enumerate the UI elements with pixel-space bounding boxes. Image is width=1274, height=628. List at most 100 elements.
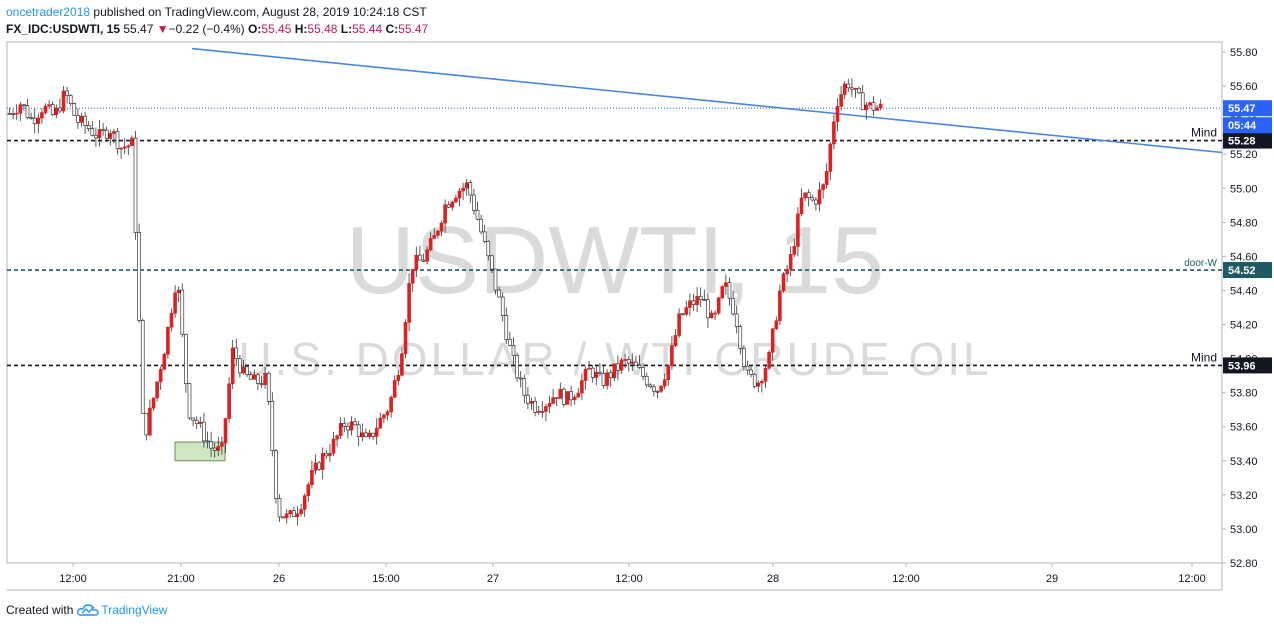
trendline[interactable]: [191, 47, 1223, 154]
candle-down: [857, 87, 861, 94]
close-label: C:: [385, 22, 399, 36]
candle-up: [400, 353, 404, 376]
candle-down: [65, 90, 69, 96]
candle-up: [832, 121, 836, 145]
candle-up: [454, 197, 458, 203]
candle-down: [205, 440, 210, 443]
candle-down: [526, 394, 530, 404]
y-tick-label: 53.00: [1230, 524, 1258, 536]
candle-down: [540, 410, 545, 413]
candle-up: [151, 397, 156, 409]
candle-up: [785, 268, 789, 275]
candle-down: [745, 365, 750, 371]
candle-down: [101, 129, 105, 131]
candle-down: [212, 447, 217, 451]
candle-up: [198, 421, 203, 424]
candle-down: [472, 194, 476, 211]
candle-up: [864, 104, 869, 111]
author-link[interactable]: oncetrader2018: [6, 5, 91, 19]
change-value: −0.22 (−0.4%): [168, 22, 245, 36]
candle-up: [176, 289, 181, 294]
candle-up: [583, 368, 588, 381]
candle-down: [533, 401, 537, 413]
candle-up: [662, 379, 667, 387]
candle-up: [464, 182, 469, 189]
candle-down: [292, 510, 296, 517]
candle-up: [803, 192, 807, 199]
candle-down: [446, 204, 451, 208]
x-tick-label: 27: [487, 573, 499, 585]
demand-zone-box[interactable]: [174, 441, 226, 462]
y-tick-label: 53.20: [1230, 490, 1258, 502]
candle-up: [587, 367, 591, 370]
candle-down: [518, 377, 523, 380]
candle-down: [598, 371, 602, 374]
candle-down: [680, 313, 685, 316]
candle-up: [713, 312, 717, 315]
candle-down: [601, 373, 606, 386]
candle-up: [461, 187, 465, 192]
candle-up: [313, 462, 318, 471]
x-tick-label: 28: [767, 573, 779, 585]
candle-down: [248, 374, 253, 380]
candle-up: [428, 238, 433, 251]
countdown-label: 05:44: [1228, 120, 1257, 132]
price-chart[interactable]: USDWTI, 15U.S. DOLLAR / WTI CRUDE OIL55.…: [0, 0, 1274, 600]
price-badge: [1223, 132, 1272, 149]
candle-down: [490, 255, 494, 270]
candle-up: [536, 410, 541, 413]
candle-up: [443, 204, 447, 224]
published-text: published on TradingView.com, August 28,…: [93, 5, 427, 19]
y-tick-label: 55.60: [1230, 81, 1258, 93]
candle-down: [850, 87, 854, 90]
candle-down: [616, 363, 620, 371]
tradingview-brand-link[interactable]: TradingView: [77, 603, 167, 617]
candle-down: [846, 83, 851, 89]
candle-down: [353, 421, 357, 426]
candle-up: [378, 417, 383, 429]
candle-up: [565, 391, 570, 405]
candle-down: [187, 383, 192, 419]
candle-up: [792, 246, 797, 255]
countdown-badge: [1223, 117, 1272, 134]
candle-up: [223, 418, 228, 444]
candle-up: [367, 432, 372, 437]
x-tick-label: 12:00: [615, 573, 643, 585]
candle-down: [266, 372, 271, 402]
candle-up: [716, 297, 721, 314]
price-badge: [1223, 357, 1272, 374]
candle-up: [162, 354, 167, 370]
candle-down: [652, 386, 656, 392]
candle-down: [486, 240, 491, 257]
candle-up: [295, 513, 300, 517]
x-tick-label: 12:00: [59, 573, 87, 585]
candle-down: [500, 296, 505, 316]
candle-up: [450, 201, 455, 208]
x-tick-label: 12:00: [892, 573, 920, 585]
candle-up: [659, 385, 663, 392]
candle-up: [302, 495, 307, 510]
price-badge-label: 54.52: [1228, 265, 1256, 277]
y-tick-label: 53.40: [1230, 456, 1258, 468]
candle-down: [270, 401, 275, 451]
candle-up: [43, 105, 48, 113]
candle-down: [752, 373, 757, 387]
candle-up: [835, 106, 840, 123]
candle-up: [425, 249, 429, 262]
candle-down: [418, 254, 422, 261]
high-value: 55.48: [307, 22, 338, 36]
x-tick-label: 29: [1046, 573, 1058, 585]
candle-up: [173, 292, 177, 314]
x-tick-label: 12:00: [1178, 573, 1206, 585]
ohlc-legend: FX_IDC:USDWTI, 15 55.47 ▼−0.22 (−0.4%) O…: [6, 22, 428, 36]
candle-up: [310, 470, 314, 486]
candle-up: [439, 222, 444, 232]
candle-down: [86, 125, 91, 129]
candle-up: [410, 269, 415, 284]
candle-up: [547, 403, 552, 407]
candle-down: [644, 375, 649, 386]
candle-up: [241, 366, 246, 374]
close-value: 55.47: [398, 22, 429, 36]
candle-down: [810, 197, 815, 201]
candle-up: [821, 184, 825, 191]
